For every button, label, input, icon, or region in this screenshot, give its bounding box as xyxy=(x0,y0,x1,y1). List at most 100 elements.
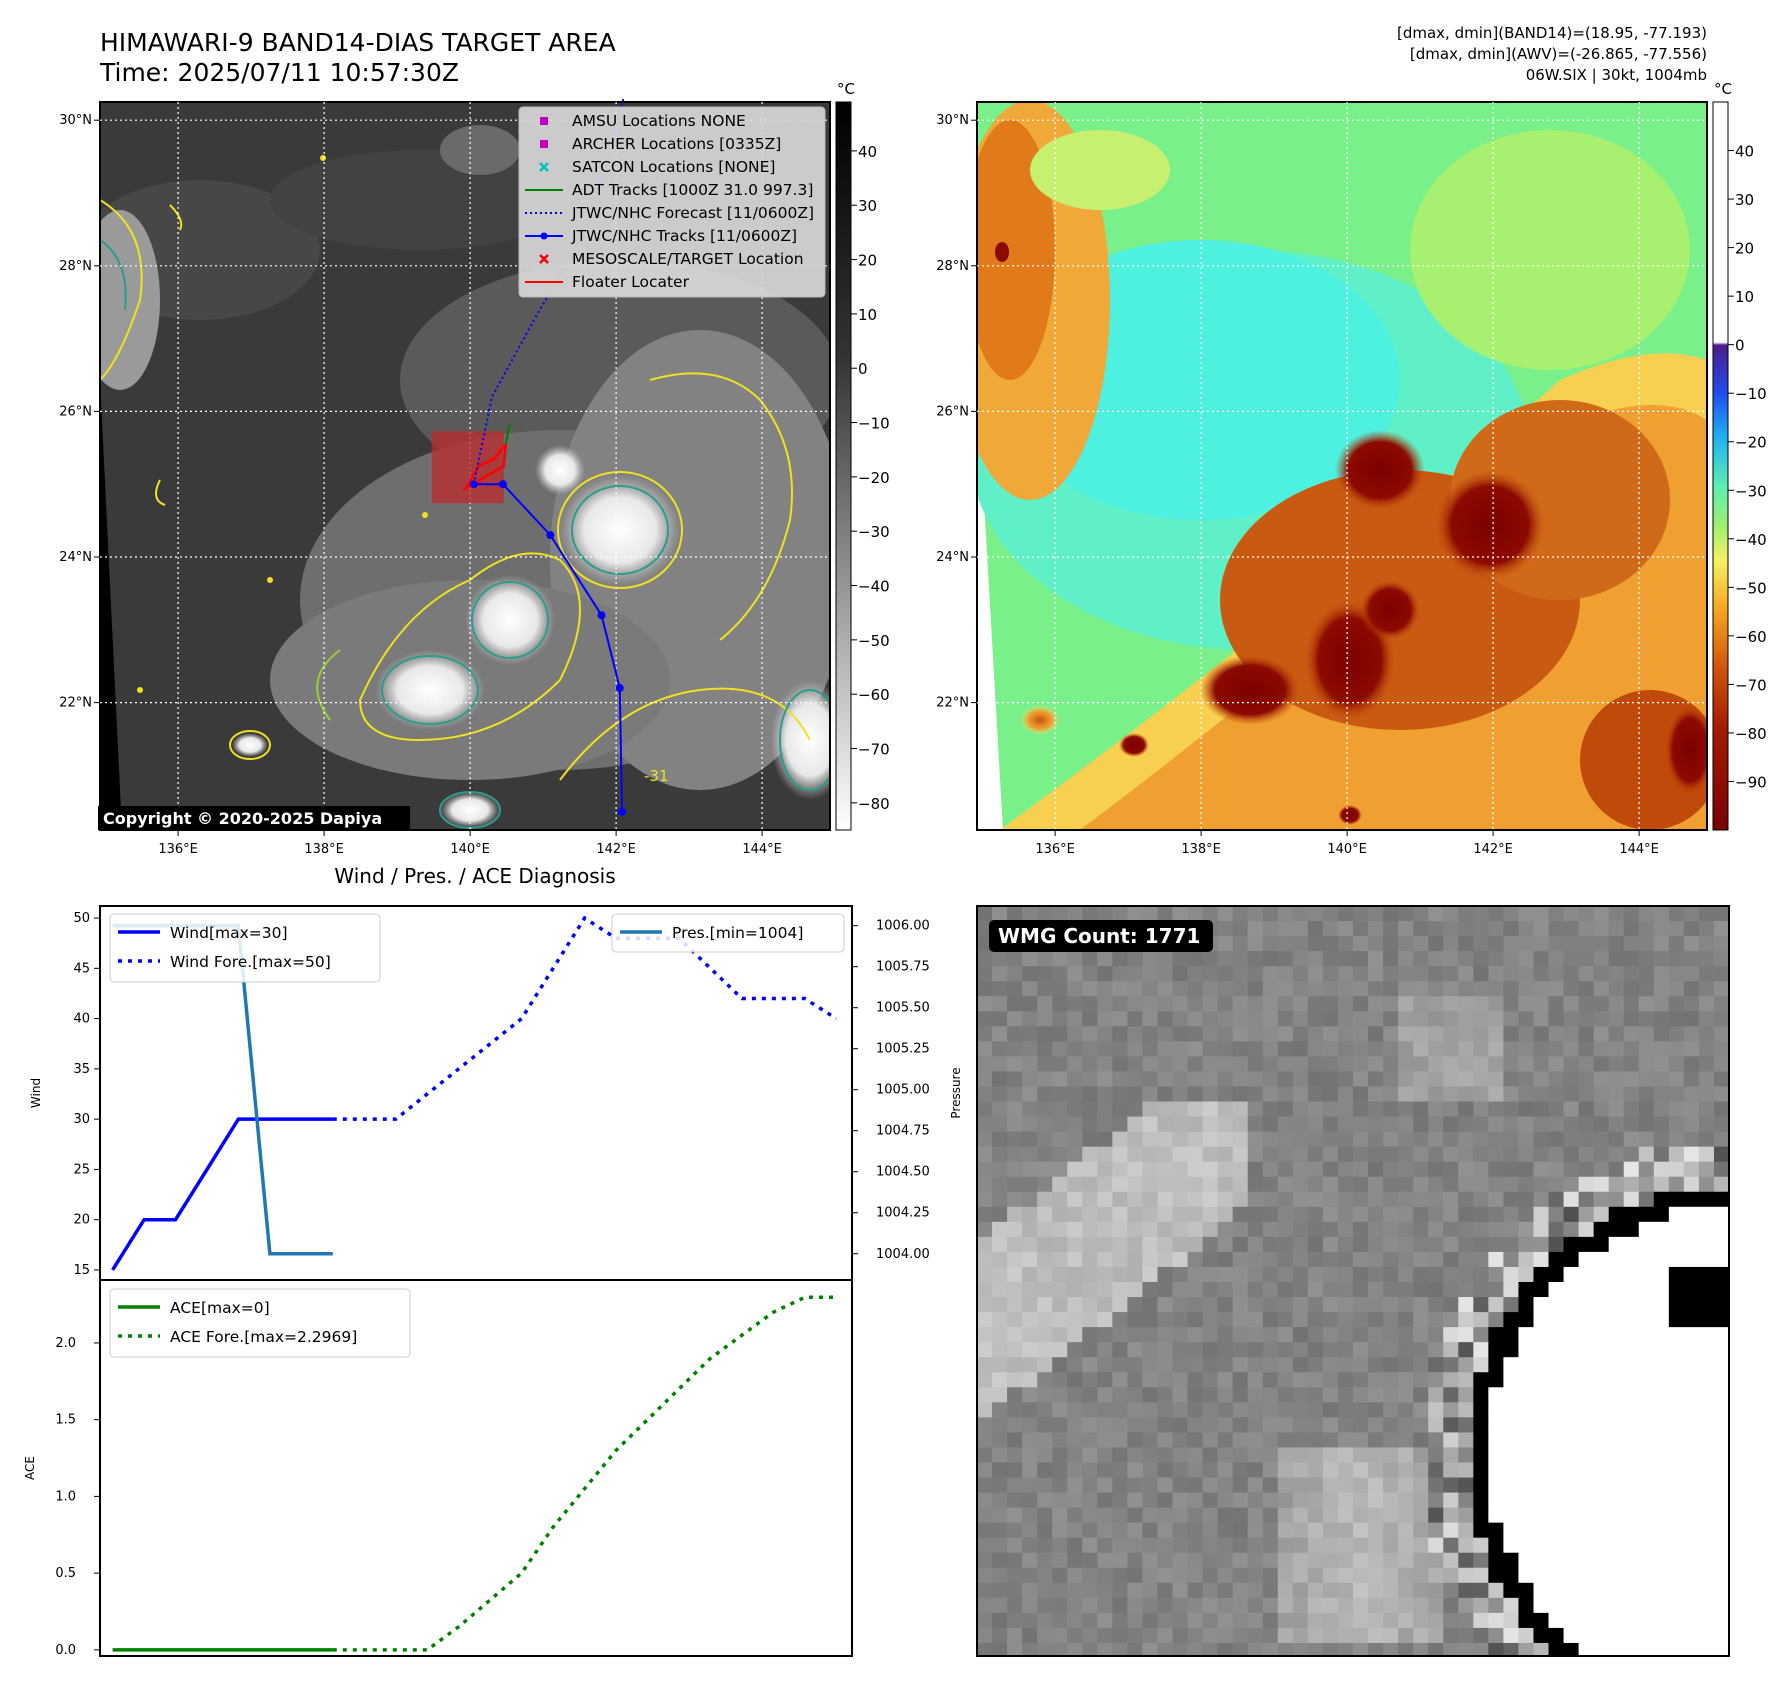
pressure-axis-label: Pressure xyxy=(949,1067,963,1118)
colorbar-tick: −30 xyxy=(1735,482,1767,500)
stats-awv: [dmax, dmin](AWV)=(-26.865, -77.556) xyxy=(1410,45,1707,63)
target-area-box xyxy=(431,431,504,504)
wind-legend-2: Wind Fore.[max=50] xyxy=(170,953,331,971)
track-point xyxy=(469,480,478,489)
color-map-image xyxy=(977,102,1707,830)
colorbar-tick: 0 xyxy=(1735,337,1745,355)
colorbar-tick: −70 xyxy=(1735,676,1767,694)
legend-label: SATCON Locations [NONE] xyxy=(572,158,775,176)
copyright-box xyxy=(98,806,410,830)
pressure-tick: 1004.25 xyxy=(876,1206,930,1221)
colorbar-tick: −70 xyxy=(858,741,890,759)
wind-tick: 30 xyxy=(73,1112,90,1127)
ir-map-ticks: 136°E 138°E 140°E 142°E 144°E 30°N 28°N 26°N 24°… xyxy=(59,113,782,857)
ir-lon-label: 142°E xyxy=(596,842,636,857)
track-point xyxy=(615,684,624,693)
colorbar-tick: 0 xyxy=(858,360,868,378)
pressure-tick: 1005.25 xyxy=(876,1042,930,1057)
color-map-panel: 136°E 138°E 140°E 142°E 144°E 30°N 28°N 26°N 24°… xyxy=(936,101,1708,857)
ir-colorbar: °C 40 30 20 10 0 −10 −20 −30 −40 −50 −60 −70 −80 xyxy=(835,80,890,831)
legend-label: Floater Locater xyxy=(572,273,690,291)
colorbar-tick: 20 xyxy=(1735,240,1754,258)
colorbar-tick: −80 xyxy=(858,795,890,813)
color-map-gridlines xyxy=(977,102,1707,830)
color-lon-label: 138°E xyxy=(1181,842,1221,857)
pressure-tick: 1004.50 xyxy=(876,1165,930,1180)
legend-label: JTWC/NHC Forecast [11/0600Z] xyxy=(571,204,814,222)
ir-lon-label: 140°E xyxy=(450,842,490,857)
color-map-ticks: 136°E 138°E 140°E 142°E 144°E 30°N 28°N 26°N 24°… xyxy=(936,113,1659,857)
wmg-panel: WMG Count: 1771 xyxy=(976,905,1730,1657)
colorbar-tick: −30 xyxy=(858,523,890,541)
color-lat-label: 24°N xyxy=(936,550,969,565)
colorbar-tick: −60 xyxy=(1735,628,1767,646)
colorbar-tick: −20 xyxy=(1735,434,1767,452)
ir-lon-label: 136°E xyxy=(158,842,198,857)
colorbar-tick: −50 xyxy=(858,632,890,650)
wind-legend xyxy=(109,913,381,983)
pressure-tick: 1005.50 xyxy=(876,1001,930,1016)
track-point xyxy=(498,480,507,489)
ace-tick: 2.0 xyxy=(55,1336,76,1351)
color-lon-label: 142°E xyxy=(1473,842,1513,857)
ir-lat-label: 28°N xyxy=(59,259,92,274)
colorbar-tick: 30 xyxy=(858,197,877,215)
contour-label: -31 xyxy=(644,767,669,785)
ace-tick: 0.5 xyxy=(55,1566,76,1581)
wind-legend-1: Wind[max=30] xyxy=(170,924,288,942)
legend-label: AMSU Locations NONE xyxy=(572,112,746,130)
ace-tick: 1.0 xyxy=(55,1489,76,1504)
colorbar-tick: −10 xyxy=(1735,385,1767,403)
pressure-legend-1: Pres.[min=1004] xyxy=(672,924,803,942)
color-lat-label: 30°N xyxy=(936,113,969,128)
wind-axis-label: Wind xyxy=(29,1078,43,1108)
pressure-tick: 1004.00 xyxy=(876,1247,930,1262)
ir-lat-label: 24°N xyxy=(59,550,92,565)
ace-chart: 0.0 0.5 1.0 1.5 2.0 ACE ACE[max=0] ACE Fore.… xyxy=(23,1279,853,1658)
ace-legend-1: ACE[max=0] xyxy=(170,1299,270,1317)
ir-lat-label: 26°N xyxy=(59,404,92,419)
pressure-tick: 1005.75 xyxy=(876,960,930,975)
legend-label: ARCHER Locations [0335Z] xyxy=(572,135,781,153)
colorbar-tick: 40 xyxy=(858,143,877,161)
wind-pressure-chart: 15 20 25 30 35 40 45 50 1004.00 1004.25 1004.50 10… xyxy=(29,905,963,1281)
pressure-legend xyxy=(611,913,845,953)
colorbar-tick: 30 xyxy=(1735,191,1754,209)
wmg-count-box xyxy=(989,920,1213,952)
ace-tick: 0.0 xyxy=(55,1643,76,1658)
track-point xyxy=(617,807,626,816)
color-lon-label: 144°E xyxy=(1619,842,1659,857)
color-lat-label: 28°N xyxy=(936,259,969,274)
pressure-tick: 1006.00 xyxy=(876,919,930,934)
diagnosis-title: Wind / Pres. / ACE Diagnosis xyxy=(334,864,615,888)
track-point xyxy=(597,611,606,620)
colorbar-tick: 40 xyxy=(1735,143,1754,161)
wind-tick: 50 xyxy=(73,911,90,926)
colorbar-tick: −90 xyxy=(1735,773,1767,791)
color-lat-label: 26°N xyxy=(936,404,969,419)
wind-tick: 25 xyxy=(73,1162,90,1177)
wind-tick: 40 xyxy=(73,1012,90,1027)
ace-legend-2: ACE Fore.[max=2.2969] xyxy=(170,1328,357,1346)
series-ace-forecast xyxy=(332,1295,837,1652)
color-lat-label: 22°N xyxy=(936,696,969,711)
figure-title: HIMAWARI-9 BAND14-DIAS TARGET AREA xyxy=(100,28,616,57)
legend-label: ADT Tracks [1000Z 31.0 997.3] xyxy=(572,181,813,199)
ir-lat-label: 30°N xyxy=(59,113,92,128)
wind-tick: 45 xyxy=(73,961,90,976)
stats-storm: 06W.SIX | 30kt, 1004mb xyxy=(1526,66,1707,84)
colorbar-tick: 10 xyxy=(1735,288,1754,306)
colorbar-tick: −10 xyxy=(858,415,890,433)
color-colorbar-unit: °C xyxy=(1714,80,1732,98)
wmg-count-label: WMG Count: 1771 xyxy=(998,924,1200,948)
wmg-pixel-grid xyxy=(977,906,1729,1656)
legend-label: MESOSCALE/TARGET Location xyxy=(572,250,804,268)
wind-tick: 20 xyxy=(73,1213,90,1228)
ir-map-panel: 136°E 138°E 140°E 142°E 144°E 30°N 28°N 26°N 24°… xyxy=(59,98,831,857)
wind-tick: 35 xyxy=(73,1062,90,1077)
colorbar-tick: −60 xyxy=(858,686,890,704)
jtwc-track-line xyxy=(473,483,623,812)
track-point xyxy=(546,531,555,540)
colorbar-tick: 20 xyxy=(858,252,877,270)
